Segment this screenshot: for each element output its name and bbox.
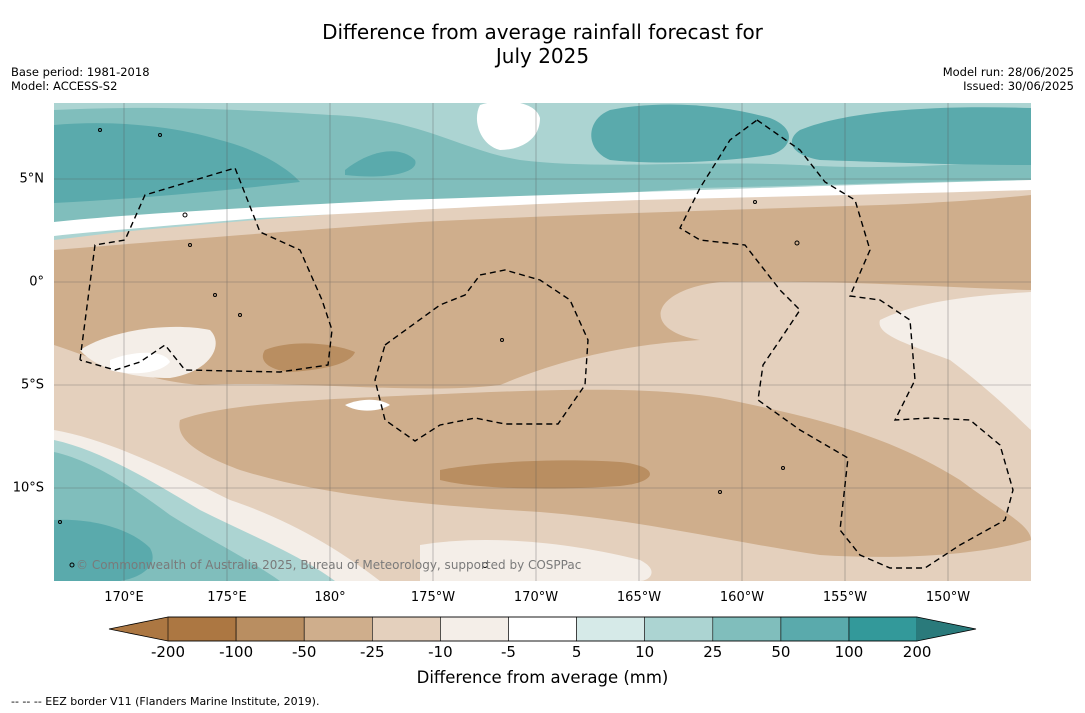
drier-patch-west [262, 343, 355, 372]
lat-label: 0° [29, 274, 44, 290]
near-average-strip [54, 180, 1031, 236]
map-field [54, 103, 1031, 581]
colorbar-title: Difference from average (mm) [416, 668, 669, 687]
colorbar-cell [371, 616, 441, 642]
colorbar-extend-low [109, 617, 168, 641]
colorbar-tick: -25 [360, 643, 385, 661]
lon-label: 165°W [616, 590, 662, 605]
southern-wet-core [54, 519, 153, 581]
colorbar-cell [644, 616, 714, 642]
lat-label: 5°N [19, 171, 45, 187]
island-outlines [58, 128, 800, 568]
colorbar-tick: 50 [771, 643, 791, 661]
title-line-2: July 2025 [495, 44, 590, 68]
colorbar-cell [576, 616, 645, 642]
northern-wet-mid [54, 107, 1031, 222]
colorbar-tick: -200 [150, 643, 186, 661]
colorbar-tick: -100 [219, 643, 254, 661]
meta-right: Model run: 28/06/2025 Issued: 30/06/2025 [943, 65, 1074, 93]
white-patch-small [345, 399, 390, 411]
base-period: Base period: 1981-2018 [11, 65, 150, 79]
colorbar-tick: -50 [291, 643, 317, 661]
lon-label: 160°W [719, 590, 765, 605]
colorbar-tick: 100 [834, 643, 864, 661]
chart-title: Difference from average rainfall forecas… [0, 20, 1085, 68]
wet-core-east [791, 107, 1031, 165]
lon-label: 175°E [207, 590, 247, 605]
colorbar [108, 616, 977, 642]
title-line-1: Difference from average rainfall forecas… [322, 20, 763, 44]
lon-label: 175°W [410, 590, 456, 605]
light-patch-east [879, 292, 1031, 430]
model-run: Model run: 28/06/2025 [942, 65, 1074, 79]
wet-core-west [54, 123, 300, 203]
drier-core [440, 460, 650, 489]
wet-core-small [345, 151, 416, 177]
colorbar-cell [780, 616, 850, 642]
lat-label: 10°S [12, 480, 44, 496]
colorbar-tick: -10 [428, 643, 453, 661]
colorbar-tick: -5 [501, 643, 516, 661]
colorbar-cell [303, 616, 373, 642]
model-name: Model: ACCESS-S2 [11, 79, 118, 93]
colorbar-extend-high [917, 617, 976, 641]
lat-label: 5°S [20, 377, 44, 393]
lon-label: 155°W [822, 590, 868, 605]
colorbar-cell [848, 616, 918, 642]
colorbar-cell [167, 616, 237, 642]
issued-date: Issued: 30/06/2025 [963, 79, 1074, 93]
lon-label: 170°E [104, 590, 144, 605]
dry-band-north [54, 195, 1031, 389]
wet-core-central [591, 104, 789, 163]
colorbar-cells [167, 616, 918, 642]
colorbar-cell [508, 616, 577, 642]
colorbar-tick: 25 [703, 643, 723, 661]
near-average-patch [476, 103, 540, 150]
colorbar-cell [440, 616, 509, 642]
lon-label: 180° [314, 590, 346, 605]
graticule [54, 103, 1031, 581]
white-patch-west [110, 352, 170, 374]
colorbar-tick: 5 [571, 643, 582, 661]
eez-legend-note: -- -- -- EEZ border V11 (Flanders Marine… [11, 695, 320, 708]
colorbar-cell [235, 616, 305, 642]
eez-borders [79, 119, 1014, 569]
meta-left: Base period: 1981-2018 Model: ACCESS-S2 [11, 65, 150, 93]
lon-label: 170°W [513, 590, 559, 605]
colorbar-tick: 200 [902, 643, 932, 661]
colorbar-cell [712, 616, 782, 642]
lon-label: 150°W [925, 590, 971, 605]
colorbar-tick: 10 [635, 643, 655, 661]
copyright-notice: © Commonwealth of Australia 2025, Bureau… [76, 558, 582, 572]
